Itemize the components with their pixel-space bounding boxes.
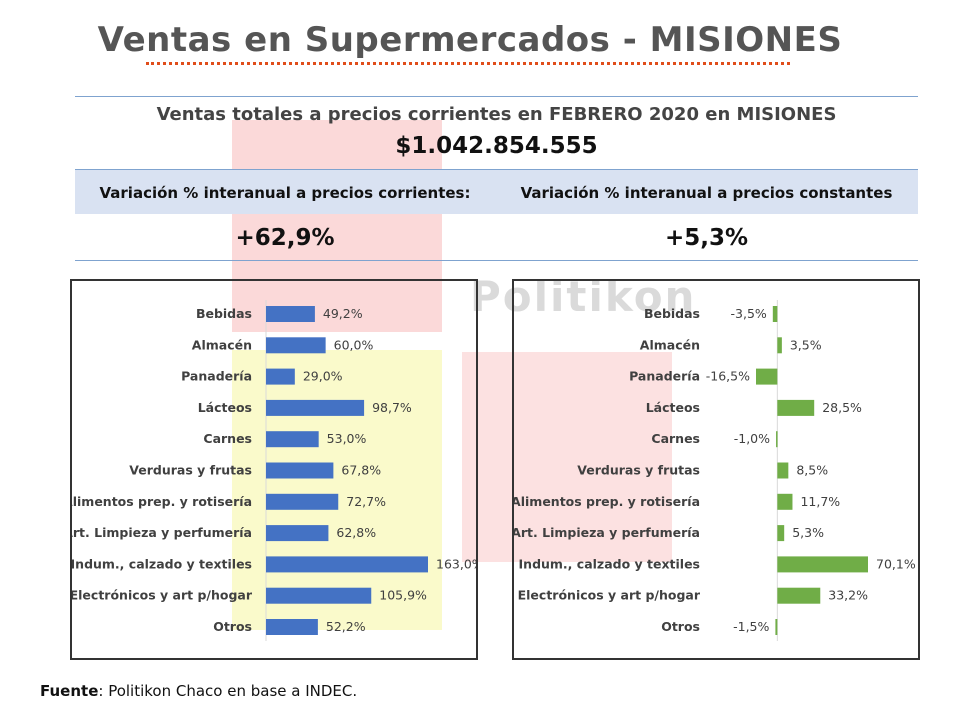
constant-value-label-indum-calzado-y-textiles: 70,1% bbox=[876, 556, 916, 571]
current-bar-bebidas bbox=[266, 306, 315, 322]
constant-category-label-panaderia: Panadería bbox=[629, 369, 700, 384]
watermark-yellow-block bbox=[232, 350, 442, 630]
watermark-red-block-right bbox=[462, 352, 672, 562]
header-bottom-rule bbox=[75, 260, 918, 261]
current-category-label-electronicos-y-art-p-hogar: Electrónicos y art p/hogar bbox=[72, 588, 253, 603]
current-bar-electronicos-y-art-p-hogar bbox=[266, 587, 372, 604]
current-category-label-lacteos: Lácteos bbox=[198, 400, 252, 415]
current-bar-lacteos bbox=[266, 399, 365, 416]
current-prices-label: Variación % interanual a precios corrien… bbox=[99, 184, 471, 202]
current-value-label-electronicos-y-art-p-hogar: 105,9% bbox=[379, 588, 427, 603]
constant-bar-lacteos bbox=[777, 399, 815, 416]
constant-value-label-otros: -1,5% bbox=[733, 619, 769, 634]
constant-value-label-art-limpieza-y-perfumeria: 5,3% bbox=[792, 525, 824, 540]
constant-prices-label: Variación % interanual a precios constan… bbox=[520, 184, 893, 202]
constant-category-label-lacteos: Lácteos bbox=[646, 400, 700, 415]
current-value-label-verduras-y-frutas: 67,8% bbox=[341, 463, 381, 478]
source-text: : Politikon Chaco en base a INDEC. bbox=[98, 682, 358, 700]
current-value-label-otros: 52,2% bbox=[326, 619, 366, 634]
constant-category-label-bebidas: Bebidas bbox=[644, 306, 700, 321]
constant-category-label-carnes: Carnes bbox=[651, 431, 700, 446]
current-value-label-almacen: 60,0% bbox=[334, 337, 374, 352]
constant-category-label-verduras-y-frutas: Verduras y frutas bbox=[577, 463, 700, 478]
current-value-label-lacteos: 98,7% bbox=[372, 400, 412, 415]
current-value-label-carnes: 53,0% bbox=[327, 431, 367, 446]
constant-prices-chart: Bebidas -3,5% Almacén 3,5% Panadería -16,5% Lá… bbox=[512, 279, 920, 660]
current-category-label-art-limpieza-y-perfumeria: Art. Limpieza y perfumería bbox=[72, 525, 252, 540]
constant-bar-almacen bbox=[777, 337, 782, 354]
current-bar-art-limpieza-y-perfumeria bbox=[266, 525, 329, 542]
title-underline bbox=[146, 62, 790, 65]
current-value-label-panaderia: 29,0% bbox=[303, 369, 343, 384]
constant-category-label-art-limpieza-y-perfumeria: Art. Limpieza y perfumería bbox=[514, 525, 700, 540]
header-top-rule bbox=[75, 96, 918, 97]
current-prices-chart: Bebidas 49,2% Almacén 60,0% Panadería 29,0% Lá… bbox=[70, 279, 478, 660]
page-title: Ventas en Supermercados - MISIONES bbox=[97, 20, 843, 60]
constant-bar-alimentos-prep-y-rotiseria bbox=[777, 493, 793, 510]
total-sales-value: $1.042.854.555 bbox=[395, 133, 598, 159]
total-sales-caption: Ventas totales a precios corrientes en F… bbox=[156, 104, 837, 125]
current-value-label-indum-calzado-y-textiles: 163,0% bbox=[436, 556, 476, 571]
constant-bar-carnes bbox=[776, 431, 778, 448]
constant-bar-otros bbox=[775, 619, 778, 635]
current-bar-panaderia bbox=[266, 368, 295, 385]
constant-category-label-indum-calzado-y-textiles: Indum., calzado y textiles bbox=[519, 556, 700, 571]
constant-value-label-alimentos-prep-y-rotiseria: 11,7% bbox=[800, 494, 840, 509]
source-note: Fuente: Politikon Chaco en base a INDEC. bbox=[40, 682, 357, 700]
constant-prices-value: +5,3% bbox=[664, 225, 749, 251]
current-prices-chart-svg: Bebidas 49,2% Almacén 60,0% Panadería 29,0% Lá… bbox=[72, 300, 476, 641]
constant-value-label-panaderia: -16,5% bbox=[706, 369, 750, 384]
current-value-label-art-limpieza-y-perfumeria: 62,8% bbox=[336, 525, 376, 540]
variation-header-band bbox=[75, 169, 918, 214]
constant-category-label-alimentos-prep-y-rotiseria: Alimentos prep. y rotisería bbox=[514, 494, 700, 509]
current-category-label-almacen: Almacén bbox=[192, 337, 252, 352]
constant-bar-panaderia bbox=[756, 368, 778, 385]
constant-value-label-electronicos-y-art-p-hogar: 33,2% bbox=[828, 588, 868, 603]
constant-bar-verduras-y-frutas bbox=[777, 462, 789, 479]
current-category-label-alimentos-prep-y-rotiseria: Alimentos prep. y rotisería bbox=[72, 494, 252, 509]
watermark-red-block-top bbox=[232, 120, 442, 332]
current-bar-verduras-y-frutas bbox=[266, 462, 334, 479]
current-bar-carnes bbox=[266, 431, 319, 448]
constant-bar-indum-calzado-y-textiles bbox=[777, 556, 868, 573]
current-category-label-verduras-y-frutas: Verduras y frutas bbox=[129, 463, 252, 478]
current-category-label-indum-calzado-y-textiles: Indum., calzado y textiles bbox=[72, 556, 252, 571]
constant-category-label-almacen: Almacén bbox=[640, 337, 700, 352]
current-category-label-carnes: Carnes bbox=[203, 431, 252, 446]
constant-value-label-almacen: 3,5% bbox=[790, 337, 822, 352]
current-prices-value: +62,9% bbox=[235, 225, 335, 251]
constant-category-label-electronicos-y-art-p-hogar: Electrónicos y art p/hogar bbox=[518, 588, 701, 603]
current-category-label-otros: Otros bbox=[213, 619, 252, 634]
current-bar-almacen bbox=[266, 337, 326, 354]
current-bar-indum-calzado-y-textiles bbox=[266, 556, 428, 573]
constant-value-label-lacteos: 28,5% bbox=[822, 400, 862, 415]
constant-prices-chart-svg: Bebidas -3,5% Almacén 3,5% Panadería -16,5% Lá… bbox=[514, 300, 916, 641]
source-prefix: Fuente bbox=[40, 682, 99, 700]
constant-category-label-otros: Otros bbox=[661, 619, 700, 634]
constant-value-label-bebidas: -3,5% bbox=[731, 306, 767, 321]
current-category-label-bebidas: Bebidas bbox=[196, 306, 252, 321]
constant-bar-electronicos-y-art-p-hogar bbox=[777, 587, 821, 604]
current-value-label-alimentos-prep-y-rotiseria: 72,7% bbox=[346, 494, 386, 509]
constant-bar-art-limpieza-y-perfumeria bbox=[777, 525, 785, 542]
current-category-label-panaderia: Panadería bbox=[181, 369, 252, 384]
constant-bar-bebidas bbox=[772, 306, 778, 322]
current-value-label-bebidas: 49,2% bbox=[323, 306, 363, 321]
current-bar-alimentos-prep-y-rotiseria bbox=[266, 493, 339, 510]
constant-value-label-verduras-y-frutas: 8,5% bbox=[796, 463, 828, 478]
current-bar-otros bbox=[266, 619, 318, 635]
constant-value-label-carnes: -1,0% bbox=[734, 431, 770, 446]
